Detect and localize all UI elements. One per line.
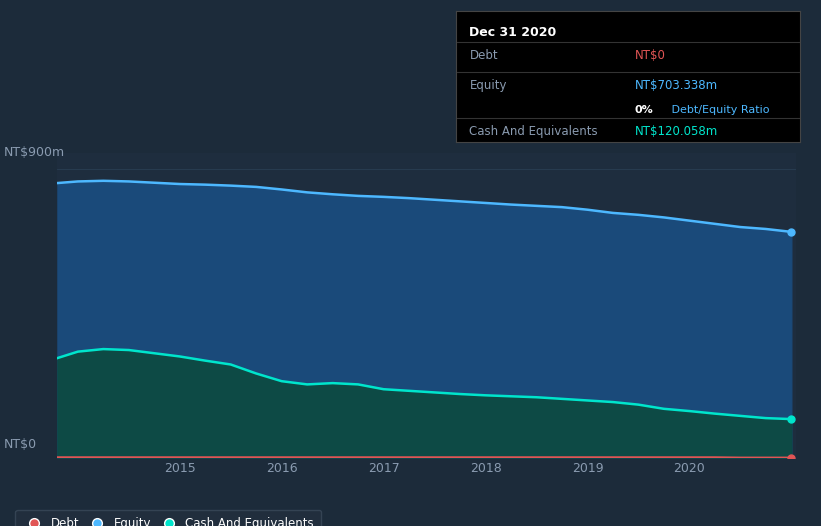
Text: NT$120.058m: NT$120.058m xyxy=(635,125,718,138)
Legend: Debt, Equity, Cash And Equivalents: Debt, Equity, Cash And Equivalents xyxy=(16,510,321,526)
Text: Dec 31 2020: Dec 31 2020 xyxy=(470,26,557,39)
Text: Equity: Equity xyxy=(470,79,507,92)
Text: NT$703.338m: NT$703.338m xyxy=(635,79,718,92)
Text: Cash And Equivalents: Cash And Equivalents xyxy=(470,125,598,138)
Text: Debt: Debt xyxy=(470,48,498,62)
Text: Debt/Equity Ratio: Debt/Equity Ratio xyxy=(667,105,769,115)
Text: NT$0: NT$0 xyxy=(4,438,37,451)
Text: NT$0: NT$0 xyxy=(635,48,666,62)
Text: 0%: 0% xyxy=(635,105,654,115)
Text: NT$900m: NT$900m xyxy=(4,146,65,159)
